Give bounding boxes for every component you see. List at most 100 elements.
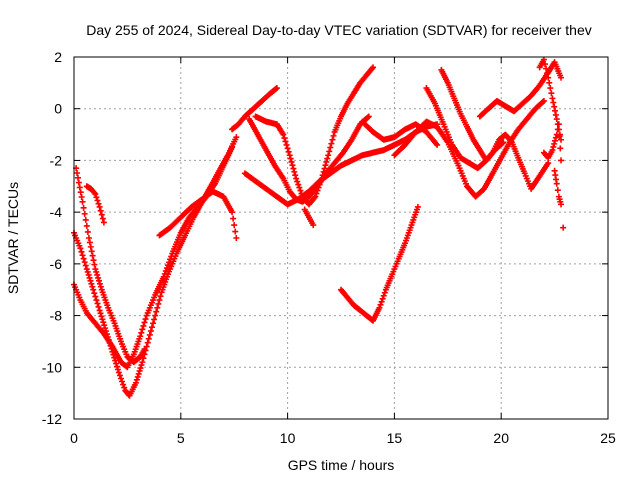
- series-sat-p: [476, 59, 565, 120]
- x-tick-label: 15: [387, 430, 403, 446]
- data-point: [105, 336, 112, 343]
- data-point: [553, 180, 560, 187]
- data-point: [89, 252, 96, 259]
- data-point: [121, 384, 128, 391]
- data-point: [75, 179, 82, 186]
- data-point: [114, 366, 121, 373]
- x-tick-label: 20: [493, 430, 509, 446]
- series-sat-s: [551, 167, 565, 208]
- series-sat-b: [71, 134, 240, 399]
- data-point: [107, 342, 114, 349]
- series-sat-t: [560, 224, 567, 231]
- data-point: [140, 322, 147, 329]
- data-point: [552, 137, 559, 144]
- x-tick-label: 0: [70, 430, 78, 446]
- data-point: [292, 172, 299, 179]
- data-point: [85, 271, 92, 278]
- data-point: [147, 328, 154, 335]
- data-point: [153, 308, 160, 315]
- data-point: [95, 274, 102, 281]
- data-point: [84, 228, 91, 235]
- data-point: [370, 64, 377, 71]
- data-point: [87, 243, 94, 250]
- data-point: [100, 219, 107, 226]
- data-point: [86, 274, 93, 281]
- x-axis-label: GPS time / hours: [288, 457, 395, 473]
- data-point: [138, 329, 145, 336]
- data-point: [96, 277, 103, 284]
- data-point: [88, 280, 95, 287]
- data-point: [230, 215, 237, 222]
- data-point: [322, 162, 329, 169]
- data-point: [558, 136, 565, 143]
- data-point: [287, 155, 294, 162]
- data-point: [552, 134, 559, 141]
- data-point: [551, 103, 558, 110]
- data-point: [137, 365, 144, 372]
- data-point: [80, 255, 87, 262]
- x-axis-ticks: 0 5 10 15 20 25: [70, 57, 616, 446]
- data-point: [543, 65, 550, 72]
- data-point: [94, 197, 101, 204]
- data-point: [545, 160, 552, 167]
- data-point: [273, 85, 280, 92]
- series-sat-m: [391, 97, 547, 200]
- data-point: [553, 116, 560, 123]
- data-point: [289, 162, 296, 169]
- data-point: [95, 200, 102, 207]
- data-point: [82, 216, 89, 223]
- data-point: [540, 56, 547, 63]
- data-point: [86, 239, 93, 246]
- series-sat-j: [301, 206, 317, 229]
- data-point: [539, 98, 546, 105]
- data-point: [290, 165, 297, 172]
- data-point: [77, 245, 84, 252]
- data-point: [229, 209, 236, 216]
- data-point: [138, 362, 145, 369]
- data-point: [85, 235, 92, 241]
- y-tick-label: -8: [50, 308, 63, 324]
- data-point: [286, 152, 293, 159]
- data-point: [84, 268, 91, 275]
- data-point: [166, 259, 173, 266]
- data-point: [552, 111, 559, 118]
- data-point: [381, 289, 388, 296]
- data-point: [554, 126, 561, 133]
- data-point: [109, 348, 116, 355]
- data-point: [93, 297, 100, 304]
- series-sat-d: [83, 183, 107, 226]
- data-point: [282, 138, 289, 145]
- data-point: [74, 174, 81, 181]
- data-point: [80, 204, 87, 211]
- data-point: [557, 145, 564, 152]
- data-point: [541, 61, 548, 68]
- data-point: [108, 345, 115, 352]
- data-point: [92, 266, 99, 273]
- data-point: [102, 325, 109, 332]
- data-point: [94, 300, 101, 307]
- data-point: [78, 248, 85, 255]
- data-point: [136, 367, 143, 374]
- data-point: [78, 193, 85, 200]
- data-point: [141, 319, 148, 326]
- data-point: [434, 141, 441, 148]
- data-point: [233, 134, 240, 141]
- data-point: [95, 303, 102, 310]
- data-point: [139, 326, 146, 333]
- data-point: [330, 132, 337, 139]
- series-sat-h: [252, 64, 377, 208]
- data-point: [545, 74, 552, 81]
- data-point: [141, 346, 148, 353]
- series-sat-e: [156, 188, 240, 241]
- data-point: [296, 184, 303, 191]
- data-point: [74, 169, 81, 176]
- data-point: [101, 322, 108, 329]
- data-point: [231, 222, 238, 229]
- data-point: [488, 150, 495, 157]
- series-sat-k: [338, 203, 421, 324]
- data-point: [233, 235, 240, 241]
- data-point: [137, 333, 144, 340]
- data-point: [324, 155, 331, 162]
- series-sat-r: [540, 121, 565, 164]
